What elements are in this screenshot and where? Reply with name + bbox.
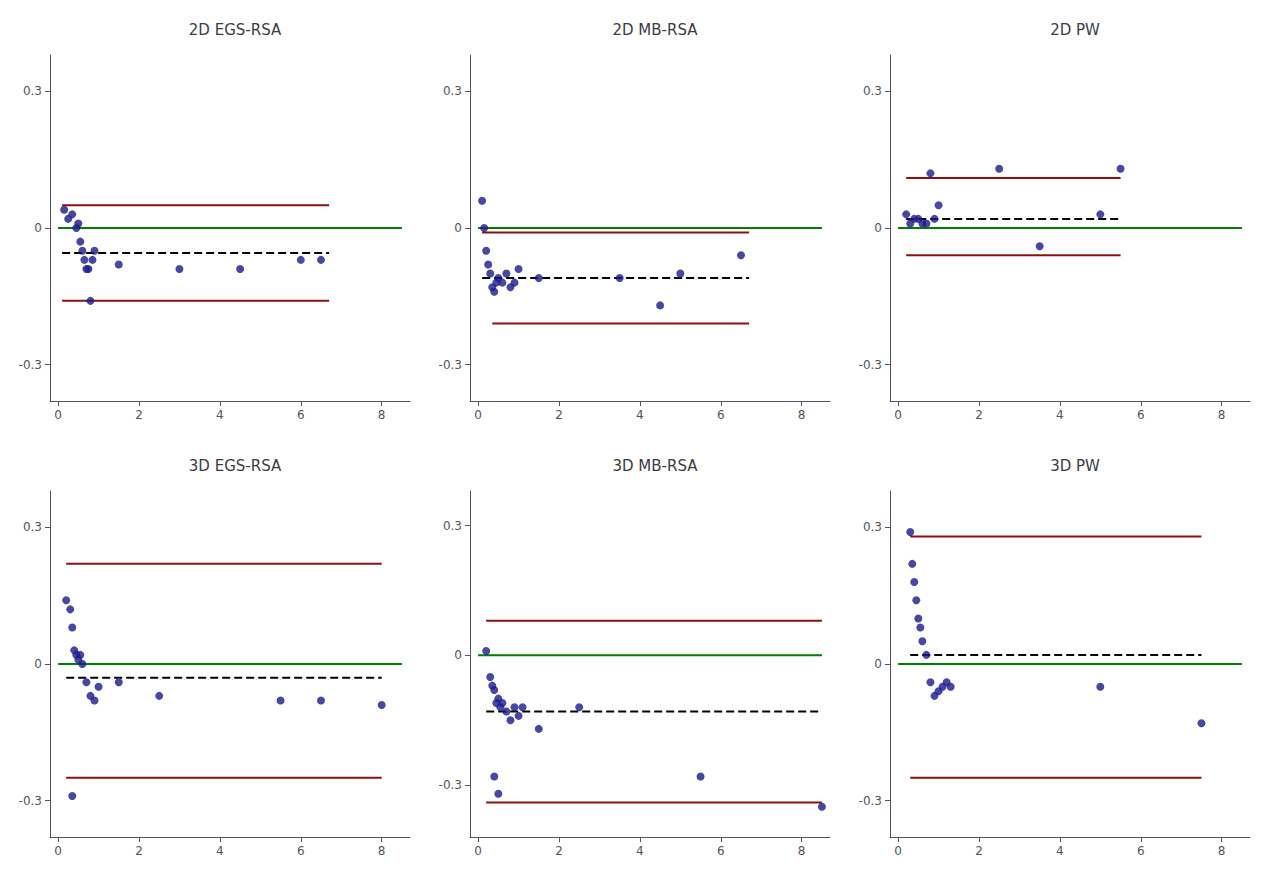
svg-text:0: 0 [54, 408, 62, 422]
svg-text:0.3: 0.3 [23, 84, 42, 98]
svg-text:2: 2 [555, 408, 563, 422]
svg-text:2: 2 [975, 408, 983, 422]
svg-text:0: 0 [874, 657, 882, 671]
svg-text:0.3: 0.3 [443, 84, 462, 98]
svg-text:4: 4 [636, 408, 644, 422]
svg-text:2D EGS-RSA: 2D EGS-RSA [189, 21, 282, 39]
svg-text:0.3: 0.3 [23, 520, 42, 534]
svg-text:-0.3: -0.3 [859, 358, 882, 372]
svg-text:2: 2 [135, 408, 143, 422]
svg-text:2: 2 [975, 844, 983, 858]
svg-text:0.3: 0.3 [863, 520, 882, 534]
svg-text:0: 0 [54, 844, 62, 858]
svg-text:0.3: 0.3 [863, 84, 882, 98]
svg-text:0: 0 [34, 221, 42, 235]
svg-text:-0.3: -0.3 [859, 794, 882, 808]
svg-text:0: 0 [874, 221, 882, 235]
svg-text:6: 6 [297, 408, 305, 422]
svg-text:0: 0 [474, 408, 482, 422]
svg-text:6: 6 [1137, 408, 1145, 422]
svg-text:0: 0 [894, 844, 902, 858]
svg-text:8: 8 [378, 408, 386, 422]
svg-text:6: 6 [297, 844, 305, 858]
svg-text:8: 8 [798, 408, 806, 422]
svg-text:2D PW: 2D PW [1050, 21, 1100, 39]
svg-text:0: 0 [454, 648, 462, 662]
svg-text:-0.3: -0.3 [439, 358, 462, 372]
svg-text:8: 8 [798, 844, 806, 858]
svg-text:0: 0 [894, 408, 902, 422]
svg-text:6: 6 [1137, 844, 1145, 858]
svg-text:2: 2 [555, 844, 563, 858]
svg-text:4: 4 [1056, 844, 1064, 858]
svg-text:-0.3: -0.3 [19, 794, 42, 808]
svg-text:6: 6 [717, 844, 725, 858]
svg-text:4: 4 [216, 844, 224, 858]
svg-text:-0.3: -0.3 [19, 358, 42, 372]
svg-text:8: 8 [1218, 408, 1226, 422]
svg-text:2D MB-RSA: 2D MB-RSA [613, 21, 699, 39]
svg-text:4: 4 [1056, 408, 1064, 422]
svg-text:3D MB-RSA: 3D MB-RSA [613, 457, 699, 475]
svg-text:0: 0 [454, 221, 462, 235]
svg-text:-0.3: -0.3 [439, 778, 462, 792]
svg-text:4: 4 [216, 408, 224, 422]
svg-text:6: 6 [717, 408, 725, 422]
svg-text:0: 0 [474, 844, 482, 858]
svg-text:3D EGS-RSA: 3D EGS-RSA [189, 457, 282, 475]
svg-text:0.3: 0.3 [443, 519, 462, 533]
svg-text:8: 8 [378, 844, 386, 858]
svg-text:2: 2 [135, 844, 143, 858]
svg-text:8: 8 [1218, 844, 1226, 858]
svg-text:3D PW: 3D PW [1050, 457, 1100, 475]
svg-text:4: 4 [636, 844, 644, 858]
svg-text:0: 0 [34, 657, 42, 671]
